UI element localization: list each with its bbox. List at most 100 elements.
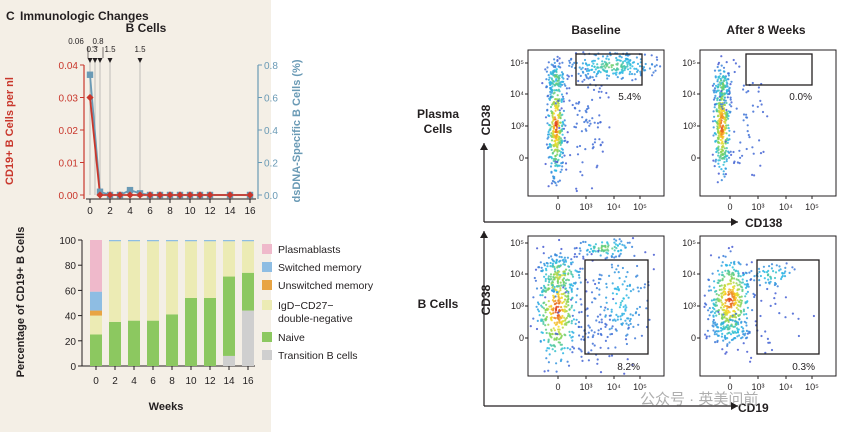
flow-event-dot bbox=[559, 252, 562, 255]
flow-event-dot bbox=[716, 99, 719, 102]
flow-event-dot bbox=[604, 339, 608, 342]
flow-event-dot bbox=[724, 99, 727, 102]
flow-event-dot bbox=[600, 90, 603, 93]
flow-event-dot bbox=[758, 284, 762, 287]
flow-event-dot bbox=[556, 135, 560, 138]
flow-event-dot bbox=[542, 284, 546, 287]
flow-event-dot bbox=[564, 291, 567, 294]
flow-event-dot bbox=[776, 285, 779, 288]
row-label-plasma-line1: Plasma bbox=[417, 107, 459, 121]
flow-event-dot bbox=[767, 269, 770, 272]
flow-event-dot bbox=[625, 322, 628, 325]
flow-event-dot bbox=[738, 162, 741, 165]
flow-event-dot bbox=[728, 92, 731, 96]
flow-event-dot bbox=[606, 242, 609, 245]
flow-gate bbox=[584, 259, 649, 355]
stacked-bar-segment bbox=[128, 320, 140, 366]
flow-event-dot bbox=[718, 111, 721, 114]
flow-event-dot bbox=[723, 126, 726, 129]
flow-event-dot bbox=[742, 327, 745, 330]
flow-event-dot bbox=[617, 289, 621, 292]
flow-event-dot bbox=[546, 265, 549, 268]
flow-event-dot bbox=[630, 72, 634, 76]
flow-event-dot bbox=[556, 94, 559, 97]
flow-x-tick-label: 10⁵ bbox=[633, 382, 647, 392]
stacked-bar-segment bbox=[242, 272, 254, 311]
flow-event-dot bbox=[584, 109, 587, 112]
flow-event-dot bbox=[708, 335, 711, 338]
flow-event-dot bbox=[731, 319, 734, 322]
flow-event-dot bbox=[554, 98, 557, 101]
flow-event-dot bbox=[559, 111, 562, 114]
flow-event-dot bbox=[601, 248, 604, 251]
flow-event-dot bbox=[607, 249, 610, 252]
flow-event-dot bbox=[727, 311, 730, 314]
flow-y-tick-label: 10³ bbox=[511, 121, 524, 131]
flow-event-dot bbox=[736, 335, 739, 338]
flow-y-tick-label: 10⁴ bbox=[682, 89, 696, 99]
flow-event-dot bbox=[720, 301, 723, 304]
flow-event-dot bbox=[547, 287, 550, 290]
flow-event-dot bbox=[624, 246, 627, 249]
flow-event-dot bbox=[613, 238, 616, 241]
flow-event-dot bbox=[585, 76, 588, 79]
flow-event-dot bbox=[717, 61, 721, 64]
flow-event-dot bbox=[571, 261, 574, 264]
flow-event-dot bbox=[617, 249, 620, 253]
flow-event-dot bbox=[720, 284, 723, 287]
flow-event-dot bbox=[659, 65, 662, 68]
flow-event-dot bbox=[540, 286, 543, 290]
flow-event-dot bbox=[713, 165, 716, 168]
flow-event-dot bbox=[652, 253, 656, 256]
flow-event-dot bbox=[604, 306, 607, 309]
flow-event-dot bbox=[548, 143, 552, 146]
flow-event-dot bbox=[760, 334, 763, 338]
flow-event-dot bbox=[588, 250, 591, 254]
bar-x-tick-label: 4 bbox=[131, 376, 137, 387]
flow-event-dot bbox=[706, 329, 710, 332]
flow-event-dot bbox=[766, 115, 769, 118]
flow-event-dot bbox=[554, 154, 557, 158]
flow-event-dot bbox=[783, 272, 786, 275]
flow-event-dot bbox=[550, 328, 553, 331]
flow-event-dot bbox=[532, 317, 535, 320]
flow-event-dot bbox=[741, 289, 744, 293]
flow-event-dot bbox=[554, 299, 557, 302]
flow-event-dot bbox=[714, 84, 718, 87]
flow-event-dot bbox=[784, 266, 787, 269]
stacked-bar-segment bbox=[90, 315, 102, 335]
flow-event-dot bbox=[551, 284, 554, 287]
flow-event-dot bbox=[607, 66, 611, 69]
flow-event-dot bbox=[788, 271, 791, 274]
flow-event-dot bbox=[730, 304, 733, 307]
flow-event-dot bbox=[577, 72, 580, 75]
flow-event-dot bbox=[546, 262, 549, 265]
flow-event-dot bbox=[571, 273, 574, 276]
flow-event-dot bbox=[722, 135, 725, 138]
flow-event-dot bbox=[747, 90, 750, 93]
flow-event-dot bbox=[561, 308, 564, 311]
flow-event-dot bbox=[723, 290, 727, 293]
flow-event-dot bbox=[728, 271, 731, 274]
flow-event-dot bbox=[558, 238, 561, 242]
flow-event-dot bbox=[585, 290, 588, 293]
flow-event-dot bbox=[727, 273, 731, 276]
flow-event-dot bbox=[594, 138, 597, 141]
flow-event-dot bbox=[537, 310, 541, 313]
flow-event-dot bbox=[556, 79, 559, 82]
flow-event-dot bbox=[597, 247, 600, 250]
flow-event-dot bbox=[633, 67, 636, 70]
flow-event-dot bbox=[572, 331, 575, 334]
flow-y-tick-label: 10⁴ bbox=[682, 269, 696, 279]
stacked-bar-segment bbox=[204, 297, 216, 366]
flow-event-dot bbox=[636, 307, 639, 310]
flow-event-dot bbox=[731, 288, 734, 292]
flow-event-dot bbox=[613, 256, 616, 259]
flow-event-dot bbox=[597, 57, 600, 60]
flow-event-dot bbox=[703, 294, 706, 297]
flow-event-dot bbox=[581, 359, 584, 362]
flow-event-dot bbox=[627, 296, 630, 299]
flow-event-dot bbox=[731, 285, 735, 289]
flow-event-dot bbox=[559, 289, 562, 292]
line-x-tick-label: 10 bbox=[184, 206, 196, 217]
